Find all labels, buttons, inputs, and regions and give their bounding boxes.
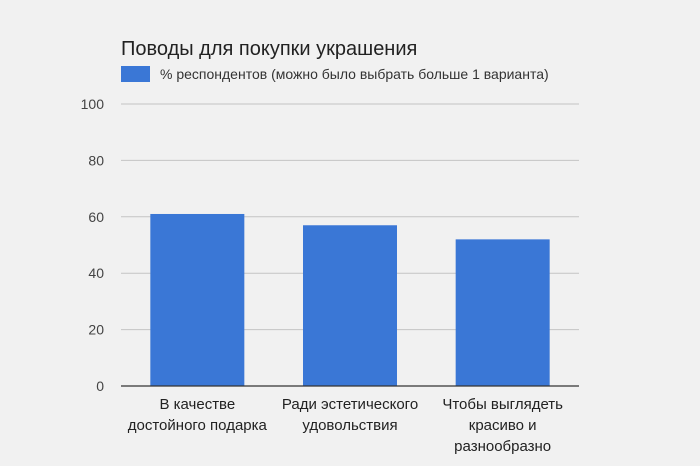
y-tick-label: 40 [88,265,104,281]
bar [455,239,550,386]
legend-label: % респондентов (можно было выбрать больш… [160,66,549,82]
y-tick-label: 80 [88,152,104,168]
x-category-label: В качестве достойного подарка [128,396,268,434]
legend: % респондентов (можно было выбрать больш… [121,66,549,82]
y-tick-label: 20 [88,322,104,338]
bars [150,213,550,386]
y-axis-ticks: 0 20 40 60 80 100 [81,96,105,394]
bar [150,213,245,386]
x-category-label: Чтобы выглядеть красиво и разнообразно [442,396,563,455]
y-tick-label: 100 [81,96,105,112]
y-tick-label: 60 [88,209,104,225]
legend-swatch [121,66,150,82]
chart-title: Поводы для покупки украшения [121,38,417,60]
x-axis-categories: В качестве достойного подарка Ради эстетич… [128,396,563,455]
bar [303,225,397,386]
y-tick-label: 0 [96,378,104,394]
x-category-label: Ради эстетического удовольствия [282,396,418,434]
